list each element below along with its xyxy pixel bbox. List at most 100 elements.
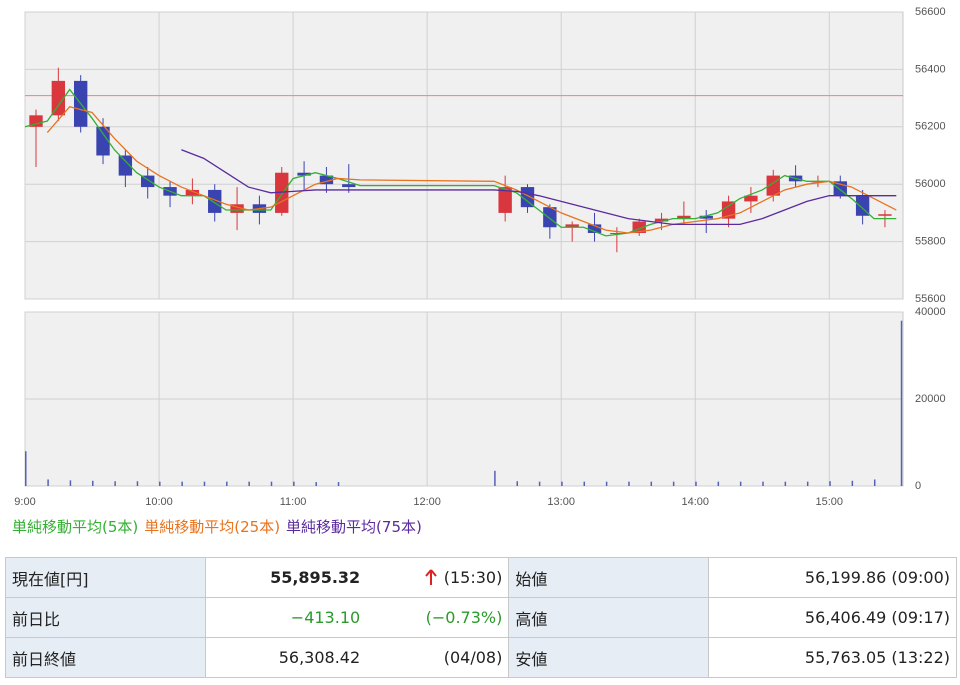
legend-entry: 単純移動平均(5本) <box>12 518 139 536</box>
quote-table: 現在値[円] 55,895.32 (15:30) 始値 56,199.86 (0… <box>5 557 957 678</box>
volume-bar <box>583 481 586 486</box>
cell-value: 55,763.05 (13:22) <box>708 637 957 678</box>
volume-bar <box>762 481 764 486</box>
candle-body <box>744 195 758 202</box>
x-tick-label: 9:00 <box>14 496 35 508</box>
x-tick-label: 12:00 <box>413 496 441 508</box>
y-tick-label: 0 <box>915 480 921 492</box>
volume-bar <box>270 481 273 486</box>
y-tick-label: 56600 <box>915 6 946 18</box>
chart: 55600 55800 56000 56200 56400 56600 0 20000 4000… <box>14 6 946 508</box>
cell-label: 前日比 <box>5 597 206 638</box>
cell-value: −413.10 <box>205 597 367 638</box>
candle-body <box>654 218 669 222</box>
volume-bar <box>315 482 317 486</box>
cell-value: 56,406.49 (09:17) <box>708 597 957 638</box>
volume-bar <box>806 481 809 486</box>
candle-body <box>230 204 244 213</box>
x-tick-label: 15:00 <box>816 496 844 508</box>
candle-body <box>520 187 535 208</box>
x-tick-label: 11:00 <box>280 496 307 508</box>
candle-body <box>699 215 713 219</box>
candle-body <box>208 189 222 213</box>
legend: 単純移動平均(5本) 単純移動平均(25本) 単純移動平均(75本) <box>12 516 428 537</box>
candle-body <box>29 115 43 127</box>
ma-line <box>181 149 897 226</box>
volume-bar <box>739 481 742 486</box>
cell-label: 現在値[円] <box>5 557 206 598</box>
volume-bar <box>628 481 630 486</box>
candle-body <box>96 126 110 156</box>
candle-body <box>677 215 691 219</box>
candle-body <box>610 232 624 234</box>
y-tick-label: 55800 <box>915 236 946 248</box>
volume-bar <box>695 481 697 486</box>
y-tick-label: 56200 <box>915 121 946 133</box>
price-panel <box>24 11 904 300</box>
ma-line <box>24 88 897 237</box>
volume-bar <box>873 479 876 486</box>
legend-entry: 単純移動平均(25本) <box>144 518 281 536</box>
up-arrow-icon <box>424 569 437 585</box>
volume-bar <box>851 480 854 486</box>
volume-bar <box>293 481 295 486</box>
table-row: 前日終値 56,308.42 (04/08) 安値 55,763.05 (13:… <box>5 637 957 678</box>
candle-body <box>543 207 557 228</box>
volume-bar <box>900 320 903 486</box>
volume-bar <box>784 481 787 486</box>
volume-bar <box>47 479 49 486</box>
cell-change: (−0.73%) <box>366 597 510 638</box>
cell-value: 56,199.86 (09:00) <box>708 557 957 598</box>
volume-bar <box>248 481 250 486</box>
volume-bar <box>159 481 161 486</box>
volume-bar <box>650 481 653 486</box>
x-tick-label: 10:00 <box>145 496 173 508</box>
volume-bar <box>516 481 519 486</box>
y-tick-label: 56400 <box>915 63 946 75</box>
volume-bar <box>114 481 116 486</box>
ma-line <box>46 105 897 234</box>
volume-bar <box>494 470 496 486</box>
candle-body <box>587 224 602 233</box>
volume-bar <box>226 481 228 486</box>
candle-body <box>51 80 66 116</box>
volume-bar <box>717 481 720 486</box>
cell-change: (04/08) <box>366 637 510 678</box>
volume-bar <box>672 481 675 486</box>
candle-body <box>498 187 512 213</box>
x-tick-label: 13:00 <box>547 496 575 508</box>
y-tick-label: 20000 <box>915 393 946 405</box>
candle-body <box>141 175 155 188</box>
table-row: 現在値[円] 55,895.32 (15:30) 始値 56,199.86 (0… <box>5 557 957 598</box>
x-tick-label: 14:00 <box>681 496 709 508</box>
candle-body <box>342 184 356 188</box>
cell-label: 始値 <box>508 557 710 598</box>
cell-value: 55,895.32 <box>205 557 367 598</box>
volume-bar <box>181 481 183 486</box>
cell-value: 56,308.42 <box>205 637 367 678</box>
volume-bar <box>538 481 541 486</box>
cell-label: 前日終値 <box>5 637 206 678</box>
volume-bar <box>337 482 340 486</box>
candle-body <box>185 189 200 196</box>
volume-bar <box>92 480 94 486</box>
volume-bar <box>25 451 27 486</box>
volume-bar <box>829 481 831 486</box>
candle-body <box>632 221 646 233</box>
legend-entry: 単純移動平均(75本) <box>286 518 422 536</box>
candle-body <box>118 155 133 176</box>
volume-bar <box>561 481 563 486</box>
y-tick-label: 55600 <box>915 293 946 305</box>
table-row: 前日比 −413.10 (−0.73%) 高値 56,406.49 (09:17… <box>5 597 957 638</box>
y-tick-label: 56000 <box>915 178 946 190</box>
cell-label: 高値 <box>508 597 710 638</box>
volume-bar <box>203 481 206 486</box>
cell-time: (15:30) <box>443 568 503 587</box>
candle-body <box>297 172 311 176</box>
volume-bar <box>69 480 72 486</box>
candle-body <box>565 224 579 228</box>
candle-body <box>878 214 892 216</box>
cell-change: (15:30) <box>366 557 510 598</box>
cell-label: 安値 <box>508 637 710 678</box>
